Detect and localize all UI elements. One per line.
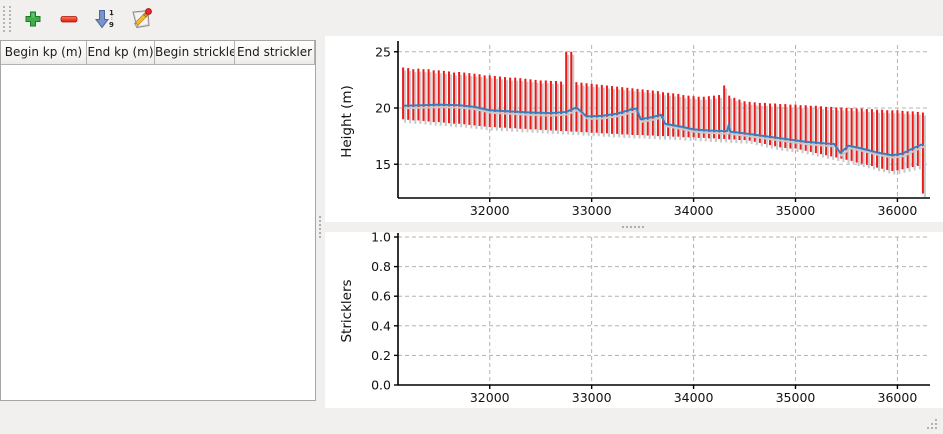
strickler-table: Begin kp (m) End kp (m) Begin strickler … [0,40,316,401]
svg-text:34000: 34000 [674,203,714,218]
horizontal-splitter[interactable] [325,222,943,232]
svg-text:36000: 36000 [878,390,918,405]
table-header-row: Begin kp (m) End kp (m) Begin strickler … [1,41,315,65]
svg-text:⋮: ⋮ [109,15,115,22]
svg-text:34000: 34000 [674,390,714,405]
svg-text:20: 20 [375,101,391,116]
svg-text:9: 9 [109,21,114,29]
svg-text:0.0: 0.0 [371,378,391,393]
svg-text:0.4: 0.4 [371,318,391,333]
sort-rows-button[interactable]: 1 ⋮ 9 [91,5,119,33]
edit-rows-button[interactable] [127,5,155,33]
svg-text:25: 25 [375,44,391,59]
splitter-grip-icon [622,226,646,228]
column-header-begin-strickler[interactable]: Begin strickler [155,41,235,65]
toolbar-drag-handle[interactable] [3,6,11,32]
column-header-begin-kp[interactable]: Begin kp (m) [1,41,87,65]
svg-text:33000: 33000 [572,390,612,405]
svg-text:33000: 33000 [572,203,612,218]
column-header-end-kp[interactable]: End kp (m) [87,41,155,65]
svg-text:35000: 35000 [776,203,816,218]
add-row-button[interactable] [19,5,47,33]
remove-row-button[interactable] [55,5,83,33]
height-chart-canvas: 32000 33000 34000 35000 36000 15 20 25 Height (m… [339,41,930,218]
svg-text:Stricklers: Stricklers [339,279,355,342]
vertical-splitter[interactable] [316,36,325,408]
svg-text:35000: 35000 [776,390,816,405]
svg-text:0.8: 0.8 [371,259,391,274]
window-resize-grip-icon[interactable] [925,417,937,429]
svg-text:0.6: 0.6 [371,289,391,304]
column-header-end-strickler[interactable]: End strickler [235,41,315,65]
svg-text:0.2: 0.2 [371,348,391,363]
svg-text:36000: 36000 [878,203,918,218]
edit-icon [132,8,152,29]
table-body-empty[interactable] [1,65,315,400]
plus-icon [25,11,41,27]
status-bar [0,408,943,434]
svg-text:1.0: 1.0 [371,232,391,245]
svg-text:32000: 32000 [470,390,510,405]
svg-text:1: 1 [109,9,114,17]
toolbar: 1 ⋮ 9 [0,0,943,38]
chart-panel: 32000 33000 34000 35000 36000 15 20 25 Height (m… [325,36,943,408]
sort-numeric-icon: 1 ⋮ 9 [95,9,115,29]
svg-text:32000: 32000 [470,203,510,218]
stricklers-chart-canvas: 32000 33000 34000 35000 36000 0.0 0.2 0.4 0.6 0.8… [339,232,930,405]
svg-text:15: 15 [375,157,391,172]
splitter-grip-icon [319,216,321,240]
minus-icon [60,16,78,23]
svg-text:Height (m): Height (m) [339,85,355,158]
